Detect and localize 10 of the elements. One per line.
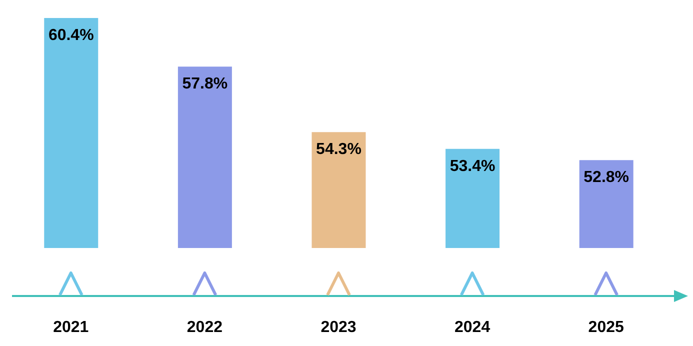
x-tick-label: 2022 (186, 319, 223, 336)
x-tick-label: 2025 (588, 319, 624, 336)
data-label: 57.8% (182, 76, 228, 93)
data-label: 53.4% (450, 158, 496, 175)
x-tick-label: 2021 (53, 319, 89, 336)
x-tick-label: 2023 (320, 319, 356, 336)
data-label: 52.8% (584, 169, 630, 186)
data-label: 54.3% (316, 141, 362, 158)
x-tick-label: 2024 (454, 319, 490, 336)
data-label: 60.4% (48, 27, 94, 44)
